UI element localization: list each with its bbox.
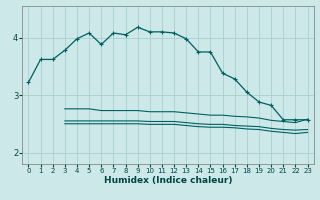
X-axis label: Humidex (Indice chaleur): Humidex (Indice chaleur): [104, 176, 232, 185]
